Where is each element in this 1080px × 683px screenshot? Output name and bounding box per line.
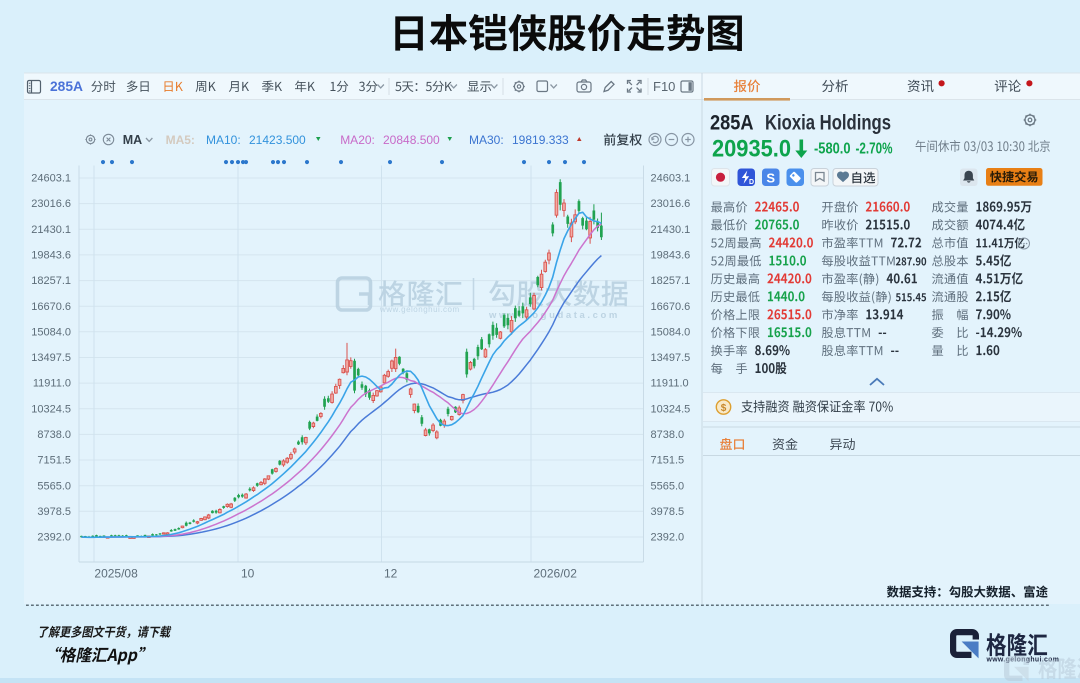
- svg-text:5565.0: 5565.0: [37, 480, 71, 492]
- svg-text:23016.6: 23016.6: [31, 198, 71, 210]
- svg-text:5565.0: 5565.0: [651, 480, 685, 492]
- svg-text:www.gelonghui.com: www.gelonghui.com: [379, 305, 460, 314]
- svg-text:19843.6: 19843.6: [31, 250, 71, 262]
- svg-text:16670.6: 16670.6: [31, 301, 71, 313]
- svg-text:7151.5: 7151.5: [37, 455, 71, 467]
- svg-text:15084.0: 15084.0: [651, 326, 691, 338]
- svg-text:18257.1: 18257.1: [651, 275, 691, 287]
- svg-text:Kioxia Holdings: Kioxia Holdings: [765, 112, 891, 135]
- svg-text:21430.1: 21430.1: [31, 224, 71, 236]
- svg-text:16670.6: 16670.6: [651, 301, 691, 313]
- svg-text:2392.0: 2392.0: [651, 532, 685, 544]
- svg-text:F10: F10: [653, 79, 675, 94]
- svg-text:20848.500: 20848.500: [383, 133, 440, 147]
- svg-text:www.gogudata.com: www.gogudata.com: [488, 310, 620, 321]
- svg-text:7151.5: 7151.5: [651, 455, 685, 467]
- svg-text:19819.333: 19819.333: [512, 133, 569, 147]
- svg-text:2025/08: 2025/08: [94, 567, 138, 581]
- svg-text:-580.0: -580.0: [814, 141, 851, 158]
- svg-text:13497.5: 13497.5: [651, 352, 691, 364]
- svg-text:20935.0: 20935.0: [712, 136, 791, 163]
- svg-text:MA10:: MA10:: [206, 133, 241, 147]
- svg-text:3978.5: 3978.5: [651, 506, 685, 518]
- svg-text:285A: 285A: [50, 79, 83, 94]
- svg-text:8738.0: 8738.0: [37, 429, 71, 441]
- svg-text:2392.0: 2392.0: [37, 532, 71, 544]
- svg-text:12: 12: [384, 567, 398, 581]
- svg-text:MA5:: MA5:: [166, 133, 195, 147]
- svg-text:D: D: [749, 179, 754, 186]
- svg-text:2026/02: 2026/02: [534, 567, 578, 581]
- svg-text:MA30:: MA30:: [469, 133, 504, 147]
- svg-text:15084.0: 15084.0: [31, 326, 71, 338]
- svg-text:11911.0: 11911.0: [33, 378, 71, 390]
- svg-text:10: 10: [241, 567, 255, 581]
- svg-text:8738.0: 8738.0: [651, 429, 685, 441]
- svg-text:285A: 285A: [710, 112, 754, 135]
- svg-text:10324.5: 10324.5: [651, 403, 691, 415]
- svg-text:MA: MA: [123, 133, 142, 147]
- svg-text:13497.5: 13497.5: [31, 352, 71, 364]
- svg-text:10324.5: 10324.5: [31, 403, 71, 415]
- svg-text:-2.70%: -2.70%: [856, 141, 893, 158]
- svg-text:21423.500: 21423.500: [249, 133, 306, 147]
- svg-text:19843.6: 19843.6: [651, 250, 691, 262]
- svg-text:3978.5: 3978.5: [37, 506, 71, 518]
- svg-text:23016.6: 23016.6: [651, 198, 691, 210]
- svg-text:$: $: [721, 403, 727, 414]
- svg-text:18257.1: 18257.1: [31, 275, 71, 287]
- svg-text:11911.0: 11911.0: [651, 378, 689, 390]
- svg-text:24603.1: 24603.1: [31, 173, 71, 185]
- svg-text:MA20:: MA20:: [340, 133, 375, 147]
- svg-text:21430.1: 21430.1: [651, 224, 691, 236]
- svg-text:24603.1: 24603.1: [651, 173, 691, 185]
- svg-text:S: S: [766, 170, 775, 185]
